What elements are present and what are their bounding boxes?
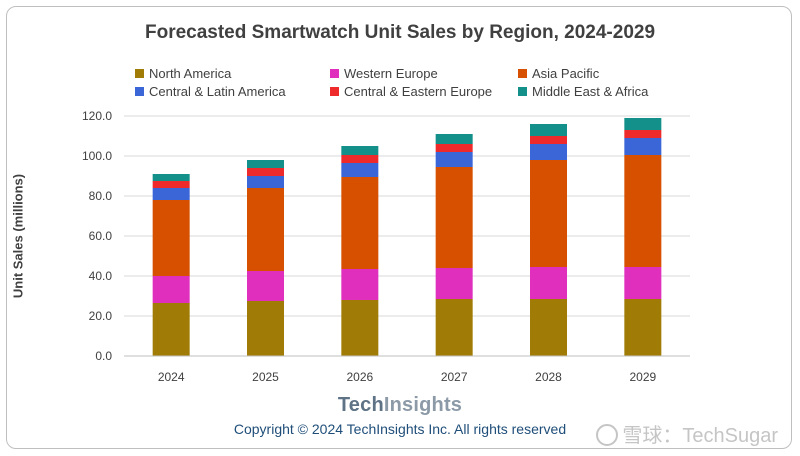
bar-segment [152, 303, 190, 356]
logo-tech: Tech [337, 394, 384, 416]
bar-segment [341, 177, 379, 269]
legend-label: Middle East & Africa [532, 84, 649, 99]
chart-title: Forecasted Smartwatch Unit Sales by Regi… [144, 22, 656, 43]
bar-segment [247, 176, 284, 188]
bar-segment [624, 267, 662, 299]
bar-segment [530, 144, 567, 160]
bar-segment [435, 299, 473, 356]
y-tick-label: 0.0 [95, 349, 112, 363]
watermark: 雪球：TechSugar [596, 419, 778, 448]
bar-segment [624, 155, 662, 267]
bar-segment [530, 160, 567, 267]
legend-item-central-eastern-europe: Central & Eastern Europe [330, 84, 492, 99]
bar-segment [247, 188, 284, 271]
bar-segment [341, 269, 379, 300]
bar-segment [247, 271, 284, 301]
bar-segment [341, 163, 379, 177]
legend-swatch [330, 87, 339, 97]
legend-label: Central & Eastern Europe [344, 84, 493, 99]
legend: North America Western Europe Asia Pacifi… [135, 66, 695, 106]
legend-swatch [135, 87, 144, 97]
bar-segment [341, 300, 379, 356]
watermark-text: 雪球：TechSugar [622, 425, 778, 447]
legend-item-central-latin-america: Central & Latin America [135, 84, 286, 99]
y-tick-label: 120.0 [82, 109, 112, 123]
x-tick-label: 2024 [158, 370, 185, 384]
bar-segment [152, 174, 190, 181]
bar-segment [530, 136, 567, 144]
y-tick-label: 60.0 [89, 229, 113, 243]
bar-segment [247, 160, 284, 168]
legend-swatch [330, 69, 339, 79]
bar-segment [624, 138, 662, 155]
bar-segment [530, 299, 567, 356]
x-tick-label: 2028 [535, 370, 562, 384]
bar-segment [530, 124, 567, 136]
bar-segment [435, 268, 473, 299]
bar-segment [152, 181, 190, 188]
legend-item-western-europe: Western Europe [330, 66, 438, 81]
legend-label: Asia Pacific [532, 66, 600, 81]
techinsights-logo: TechInsights [0, 394, 800, 417]
bar-segment [152, 276, 190, 303]
y-tick-label: 20.0 [89, 309, 113, 323]
bar-segment [530, 267, 567, 299]
bar-segment [341, 155, 379, 163]
bar-segment [247, 168, 284, 176]
legend-label: Central & Latin America [149, 84, 286, 99]
bar-segment [624, 299, 662, 356]
bar-segment [341, 146, 379, 155]
logo-insights: Insights [383, 394, 463, 416]
bar-segment [247, 301, 284, 356]
bar-segment [152, 200, 190, 276]
bar-segment [624, 130, 662, 138]
y-tick-label: 80.0 [89, 189, 113, 203]
bar-segment [624, 118, 662, 130]
legend-label: North America [149, 66, 232, 81]
bar-segment [435, 144, 473, 152]
bar-segment [435, 134, 473, 144]
legend-swatch [518, 69, 527, 79]
bar-segment [152, 188, 190, 200]
legend-item-north-america: North America [135, 66, 231, 81]
y-tick-label: 40.0 [89, 269, 113, 283]
copyright-text: Copyright © 2024 TechInsights Inc. All r… [233, 421, 567, 437]
x-tick-label: 2025 [252, 370, 279, 384]
y-tick-label: 100.0 [82, 149, 112, 163]
bar-segment [435, 152, 473, 167]
legend-item-middle-east-africa: Middle East & Africa [518, 84, 648, 99]
x-tick-label: 2027 [441, 370, 468, 384]
watermark-icon [596, 423, 619, 446]
legend-swatch [135, 69, 144, 79]
x-tick-label: 2029 [629, 370, 656, 384]
legend-swatch [518, 87, 527, 97]
legend-label: Western Europe [344, 66, 438, 81]
x-tick-label: 2026 [346, 370, 373, 384]
bar-segment [435, 167, 473, 268]
legend-item-asia-pacific: Asia Pacific [518, 66, 599, 81]
